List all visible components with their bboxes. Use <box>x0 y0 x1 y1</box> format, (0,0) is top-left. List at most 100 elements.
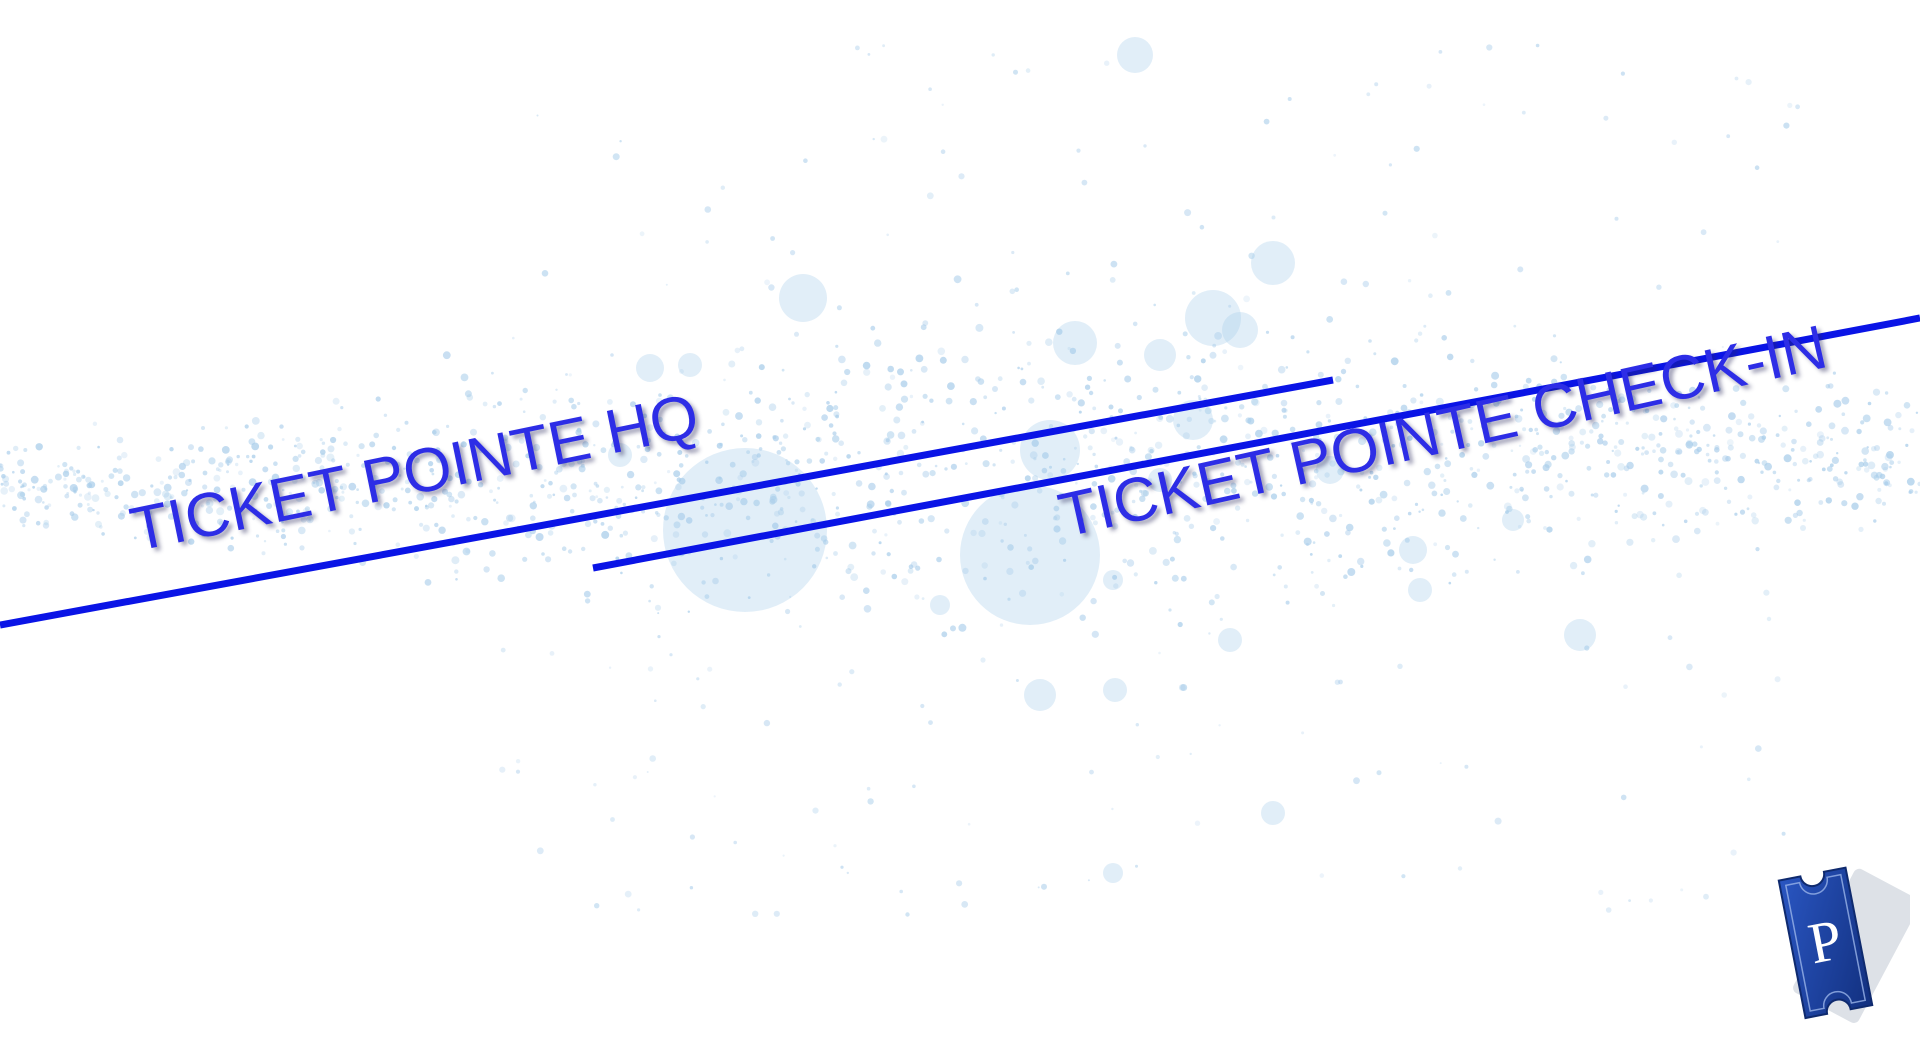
particle-dot <box>1675 450 1680 455</box>
particle-dot <box>700 704 706 710</box>
particle-dot <box>424 579 432 586</box>
particle-dot <box>907 568 914 574</box>
particle-dot <box>117 468 123 474</box>
particle-dot <box>559 484 568 493</box>
particle-dot <box>934 464 938 468</box>
particle-dot <box>1355 384 1360 389</box>
particle-dot <box>1414 502 1419 506</box>
particle-dot <box>1333 153 1337 157</box>
particle-dot <box>872 528 877 534</box>
particle-dot <box>961 499 970 508</box>
particle-dot <box>23 448 28 452</box>
particle-dot <box>584 520 592 528</box>
particle-dot <box>713 795 716 798</box>
particle-dot <box>1826 436 1830 440</box>
particle-dot <box>1368 339 1372 343</box>
particle-dot <box>1390 357 1399 366</box>
particle-dot <box>1001 406 1006 411</box>
particle-dot <box>1552 334 1557 338</box>
particle-dot <box>879 405 886 412</box>
particle-dot <box>1614 216 1619 221</box>
particle-dot <box>944 528 950 534</box>
particle-dot <box>1780 442 1786 448</box>
particle-dot <box>0 482 4 486</box>
particle-dot <box>76 476 82 483</box>
particle-dot <box>1588 540 1596 548</box>
particle-dot <box>244 424 249 429</box>
particle-dot <box>937 347 946 356</box>
particle-dot <box>1539 450 1545 456</box>
particle-dot <box>657 635 661 639</box>
particle-dot <box>1867 401 1872 406</box>
particle-dot <box>1362 280 1370 288</box>
particle-dot <box>1189 752 1192 756</box>
particle-dot <box>838 440 844 447</box>
particle-dot <box>1827 383 1834 389</box>
particle-dot <box>1734 512 1738 516</box>
particle-dot <box>1568 440 1575 447</box>
particle-dot <box>1134 431 1137 435</box>
particle-dot <box>492 404 497 409</box>
particle-dot <box>1623 492 1628 497</box>
particle-dot <box>1794 499 1801 507</box>
particle-dot <box>882 44 885 48</box>
particle-dot <box>1841 412 1846 417</box>
particle-dot <box>927 515 935 523</box>
particle-dot <box>572 492 577 498</box>
particle-dot <box>950 463 958 470</box>
particle-dot <box>768 284 775 291</box>
particle-dot <box>1614 521 1619 525</box>
particle-dot <box>1603 115 1609 121</box>
particle-dot <box>279 424 284 429</box>
particle-dot <box>778 441 783 445</box>
particle-bubble <box>1222 312 1258 348</box>
particle-dot <box>911 429 917 434</box>
particle-dot <box>1661 523 1665 527</box>
particle-dot <box>891 573 898 580</box>
particle-dot <box>1726 499 1732 504</box>
particle-dot <box>483 566 490 573</box>
particle-dot <box>1757 461 1761 465</box>
particle-dot <box>1696 429 1701 435</box>
particle-dot <box>733 840 737 845</box>
particle-dot <box>916 462 922 468</box>
particle-dot <box>982 460 990 468</box>
particle-dot <box>1550 355 1558 363</box>
particle-dot <box>600 522 605 526</box>
particle-dot <box>482 401 488 407</box>
particle-dot <box>1428 293 1433 299</box>
particle-bubble <box>1103 570 1123 590</box>
particle-dot <box>880 569 886 575</box>
particle-dot <box>922 393 928 399</box>
particle-dot <box>1037 886 1040 889</box>
particle-dot <box>656 512 661 518</box>
particle-dot <box>1219 617 1223 621</box>
particle-dot <box>319 438 323 442</box>
particle-dot <box>687 610 690 613</box>
particle-dot <box>788 397 791 401</box>
particle-dot <box>1014 287 1019 293</box>
particle-dot <box>593 783 597 787</box>
particle-dot <box>6 450 11 455</box>
particle-dot <box>1863 458 1867 462</box>
particle-dot <box>1414 338 1419 343</box>
particle-dot <box>1321 507 1328 515</box>
particle-dot <box>497 574 506 582</box>
particle-dot <box>1667 635 1673 641</box>
particle-dot <box>1316 400 1322 406</box>
particle-dot <box>122 474 131 482</box>
particle-dot <box>27 488 31 492</box>
ticket-pointe-logo[interactable]: P <box>1770 850 1910 1030</box>
particle-dot <box>673 470 681 478</box>
particle-dot <box>1614 449 1622 457</box>
particle-dot <box>1012 331 1015 334</box>
particle-dot <box>1203 397 1208 402</box>
particle-dot <box>1180 575 1187 582</box>
particle-dot <box>91 494 100 502</box>
particle-dot <box>1144 453 1152 461</box>
particle-bubble <box>663 448 827 612</box>
particle-dot <box>500 647 506 653</box>
particle-dot <box>1784 516 1792 524</box>
particle-dot <box>1830 437 1833 441</box>
particle-dot <box>1196 445 1201 450</box>
